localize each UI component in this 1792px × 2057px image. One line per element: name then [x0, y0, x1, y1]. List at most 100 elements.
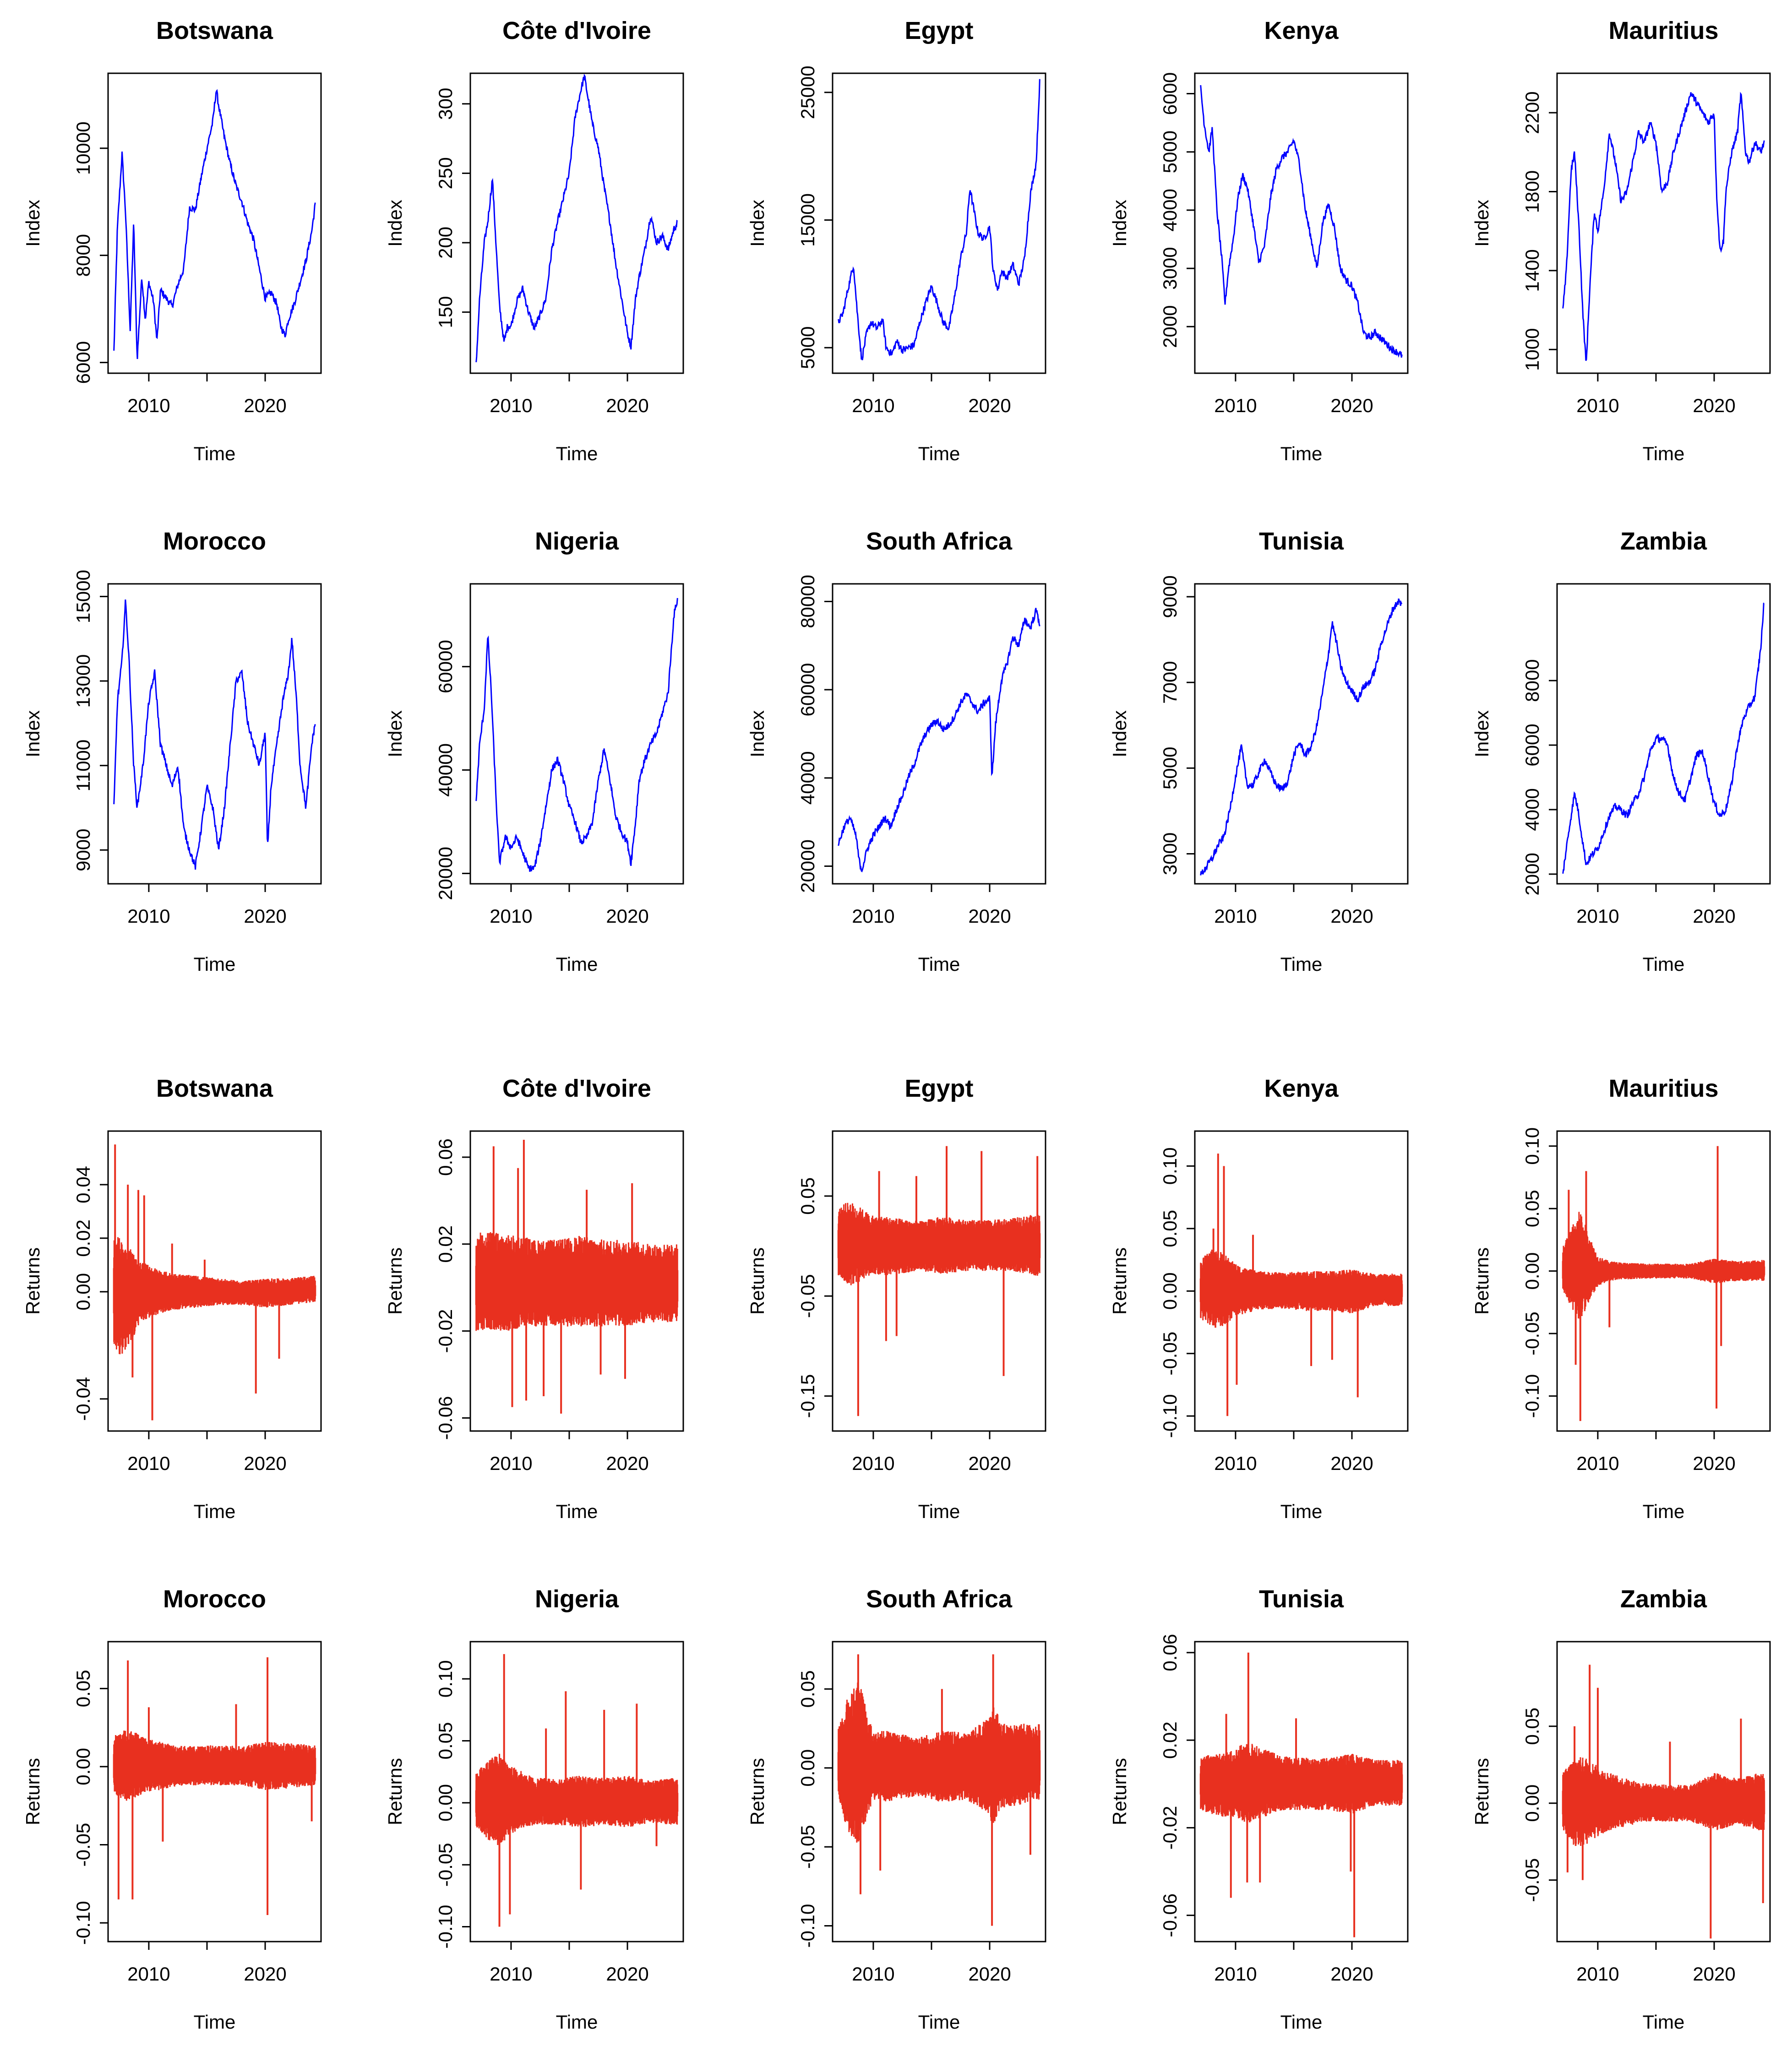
panel-returns-south-africa: South Africa Time Returns 2010 2020 -0.10 -0.0…: [746, 1585, 1046, 2033]
x-tick-label: 2010: [1576, 395, 1619, 416]
panel-returns-zambia: Zambia Time Returns 2010 2020 -0.05 0.00 0.05: [1471, 1585, 1771, 2033]
plot-frame: [469, 583, 684, 885]
y-tick-label: 15000: [797, 193, 818, 247]
x-axis-label: Time: [1280, 2011, 1323, 2033]
y-tick-label: 20000: [435, 847, 456, 900]
panel-title: South Africa: [866, 528, 1013, 555]
plot-frame: [1194, 583, 1409, 885]
y-tick-label: 0.05: [797, 1671, 818, 1708]
y-tick-label: 1400: [1521, 249, 1543, 292]
panel-index-south-africa: South Africa Time Index 2010 2020 20000 40000 6…: [746, 528, 1046, 975]
panel-returns-c-te-d-ivoire: Côte d'Ivoire Time Returns 2010 2020 -0.06 -0.…: [384, 1075, 684, 1522]
x-axis-label: Time: [918, 1501, 960, 1522]
returns-core: [475, 1783, 679, 1820]
series-line: [1200, 598, 1403, 876]
y-tick-label: 0.06: [1159, 1634, 1181, 1671]
series-line: [1562, 602, 1765, 874]
y-tick-label: 0.00: [1521, 1785, 1543, 1822]
y-tick-label: 0.05: [1159, 1210, 1181, 1247]
plot-frame: [1194, 1130, 1409, 1432]
x-tick-label: 2020: [1330, 395, 1373, 416]
x-tick-label: 2020: [1693, 1453, 1735, 1474]
panel-index-tunisia: Tunisia Time Index 2010 2020 3000 5000 7000 9000: [1109, 528, 1409, 975]
y-tick-label: 0.02: [435, 1225, 456, 1263]
y-tick-label: -0.05: [1159, 1332, 1181, 1376]
x-tick-label: 2010: [490, 905, 532, 927]
y-axis-label: Index: [746, 710, 768, 757]
y-tick-label: -0.10: [72, 1901, 94, 1945]
y-tick-label: 0.00: [797, 1749, 818, 1787]
y-tick-label: 1800: [1521, 170, 1543, 213]
series-line: [113, 599, 316, 870]
returns-core: [1562, 1785, 1765, 1821]
panel-title: Egypt: [904, 1075, 973, 1102]
x-axis-label: Time: [918, 953, 960, 975]
y-axis-label: Returns: [1471, 1247, 1492, 1315]
y-tick-label: 0.00: [1159, 1272, 1181, 1310]
series-line: [1562, 92, 1765, 361]
y-tick-label: 7000: [1159, 661, 1181, 703]
plot-frame: [469, 1130, 684, 1432]
x-tick-label: 2020: [968, 1453, 1011, 1474]
y-tick-label: -0.10: [797, 1904, 818, 1948]
x-axis-label: Time: [194, 1501, 236, 1522]
y-tick-label: -0.10: [1159, 1394, 1181, 1438]
x-tick-label: 2010: [490, 395, 532, 416]
panel-index-zambia: Zambia Time Index 2010 2020 2000 4000 6000 8000: [1471, 528, 1771, 975]
y-tick-label: 6000: [1521, 724, 1543, 766]
y-axis-label: Returns: [1109, 1758, 1130, 1825]
y-tick-label: 2200: [1521, 91, 1543, 134]
plot-frame: [832, 1641, 1046, 1943]
x-tick-label: 2020: [606, 395, 648, 416]
x-tick-label: 2010: [490, 1963, 532, 1985]
y-axis-label: Index: [384, 200, 406, 247]
panel-index-egypt: Egypt Time Index 2010 2020 5000 15000 25000: [746, 17, 1046, 464]
x-tick-label: 2020: [1693, 905, 1735, 927]
y-tick-label: 0.10: [1521, 1127, 1543, 1165]
series-line: [1200, 85, 1403, 358]
y-tick-label: 0.10: [435, 1660, 456, 1698]
x-axis-label: Time: [556, 443, 598, 464]
plot-frame: [1556, 1130, 1771, 1432]
x-tick-label: 2020: [1693, 395, 1735, 416]
y-axis-label: Returns: [1471, 1758, 1492, 1825]
x-tick-label: 2010: [127, 905, 170, 927]
y-tick-label: 5000: [1159, 131, 1181, 173]
panel-index-mauritius: Mauritius Time Index 2010 2020 1000 1400 1800 22…: [1471, 17, 1771, 464]
x-tick-label: 2020: [1330, 905, 1373, 927]
y-tick-label: 6000: [72, 341, 94, 384]
plot-frame: [1556, 583, 1771, 885]
y-axis-label: Index: [1471, 710, 1492, 757]
y-tick-label: 10000: [72, 121, 94, 175]
y-tick-label: 60000: [797, 663, 818, 717]
x-tick-label: 2010: [1214, 395, 1257, 416]
y-tick-label: 20000: [797, 839, 818, 893]
panel-title: Morocco: [163, 1585, 266, 1613]
plot-frame: [107, 72, 322, 374]
y-tick-label: 4000: [1159, 189, 1181, 231]
y-tick-label: 8000: [1521, 659, 1543, 702]
plot-frame: [469, 72, 684, 374]
y-tick-label: 40000: [797, 751, 818, 805]
x-tick-label: 2010: [1576, 1453, 1619, 1474]
y-axis-label: Index: [22, 710, 44, 757]
y-tick-label: 3000: [1159, 247, 1181, 289]
x-axis-label: Time: [918, 443, 960, 464]
panel-title: Egypt: [904, 17, 973, 44]
y-tick-label: 3000: [1159, 833, 1181, 875]
y-tick-label: -0.02: [1159, 1806, 1181, 1850]
panel-returns-kenya: Kenya Time Returns 2010 2020 -0.10 -0.05 0.00 0.…: [1109, 1075, 1409, 1522]
y-tick-label: 80000: [797, 575, 818, 628]
y-axis-label: Index: [1109, 710, 1130, 757]
y-tick-label: 0.05: [72, 1670, 94, 1707]
series-line: [838, 608, 1040, 873]
x-axis-label: Time: [194, 2011, 236, 2033]
y-tick-label: 200: [435, 227, 456, 259]
returns-core: [475, 1265, 679, 1305]
x-tick-label: 2010: [127, 1453, 170, 1474]
plot-frame: [832, 583, 1046, 885]
panel-returns-morocco: Morocco Time Returns 2010 2020 -0.10 -0.05 0.00…: [22, 1585, 322, 2033]
panel-title: Mauritius: [1608, 1075, 1718, 1102]
y-tick-label: 11000: [72, 740, 94, 792]
